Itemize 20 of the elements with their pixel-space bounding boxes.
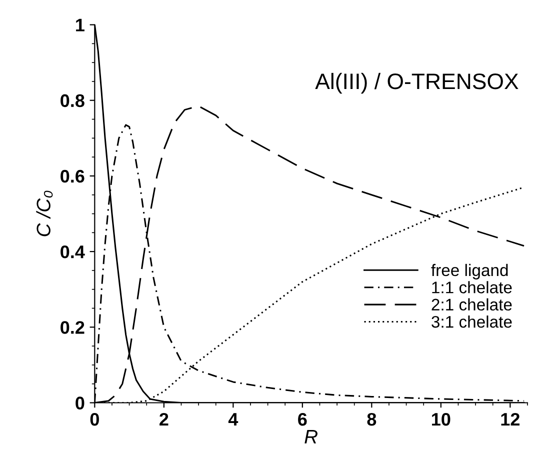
x-tick-label: 4 — [228, 413, 238, 426]
x-tick-label: 0 — [90, 412, 99, 426]
legend-label: 1:1 chelate — [432, 281, 512, 294]
legend-label: 3:1 chelate — [432, 316, 512, 328]
legend-label: free ligand — [431, 264, 508, 280]
x-tick-label: 12 — [501, 412, 520, 426]
y-tick-label: 0.4 — [60, 245, 85, 258]
x-tick-label: 6 — [298, 412, 307, 426]
x-tick-label: 8 — [367, 412, 376, 426]
y-tick-label: 0.6 — [60, 170, 84, 183]
x-tick-label: 2 — [160, 412, 168, 426]
y-tick-label: 0.8 — [60, 94, 84, 108]
y-axis-title: C /C₀ — [36, 190, 53, 236]
y-tick-label: 0.2 — [60, 321, 84, 334]
y-tick-label: 1 — [76, 18, 84, 32]
y-tick-label: 0 — [76, 396, 84, 410]
annotation: Al(III) / O-TRENSOX — [315, 72, 518, 94]
legend-label: 2:1 chelate — [432, 298, 512, 311]
x-tick-label: 10 — [432, 412, 450, 426]
x-axis-title: R — [304, 430, 318, 444]
